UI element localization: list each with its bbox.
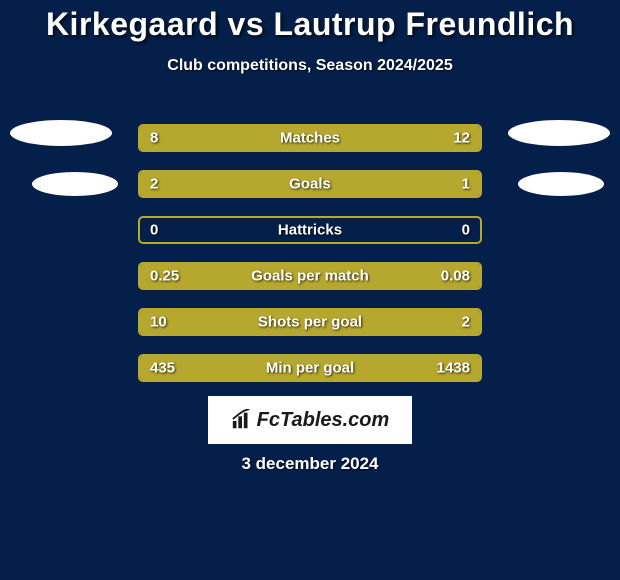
brand-text: FcTables.com — [231, 409, 390, 432]
bar-label: Min per goal — [140, 360, 480, 377]
stat-bar-row: 812Matches — [138, 124, 482, 152]
avatar-ellipse — [518, 172, 604, 196]
brand-label: FcTables.com — [257, 409, 390, 432]
page-title: Kirkegaard vs Lautrup Freundlich — [0, 0, 620, 43]
date-line: 3 december 2024 — [0, 454, 620, 474]
stat-bar-row: 21Goals — [138, 170, 482, 198]
avatar-ellipse — [32, 172, 118, 196]
comparison-chart: 812Matches 21Goals 00Hattricks 0.250.08Goal… — [138, 124, 482, 400]
avatar-ellipse — [10, 120, 112, 146]
bar-label: Hattricks — [140, 222, 480, 239]
bar-label: Goals — [140, 176, 480, 193]
avatar-ellipse — [508, 120, 610, 146]
bar-label: Shots per goal — [140, 314, 480, 331]
bar-label: Goals per match — [140, 268, 480, 285]
stat-bar-row: 4351438Min per goal — [138, 354, 482, 382]
chart-icon — [231, 409, 253, 431]
page-subtitle: Club competitions, Season 2024/2025 — [0, 57, 620, 75]
bar-label: Matches — [140, 130, 480, 147]
stat-bar-row: 0.250.08Goals per match — [138, 262, 482, 290]
stat-bar-row: 102Shots per goal — [138, 308, 482, 336]
brand-badge: FcTables.com — [208, 396, 412, 444]
stat-bar-row: 00Hattricks — [138, 216, 482, 244]
